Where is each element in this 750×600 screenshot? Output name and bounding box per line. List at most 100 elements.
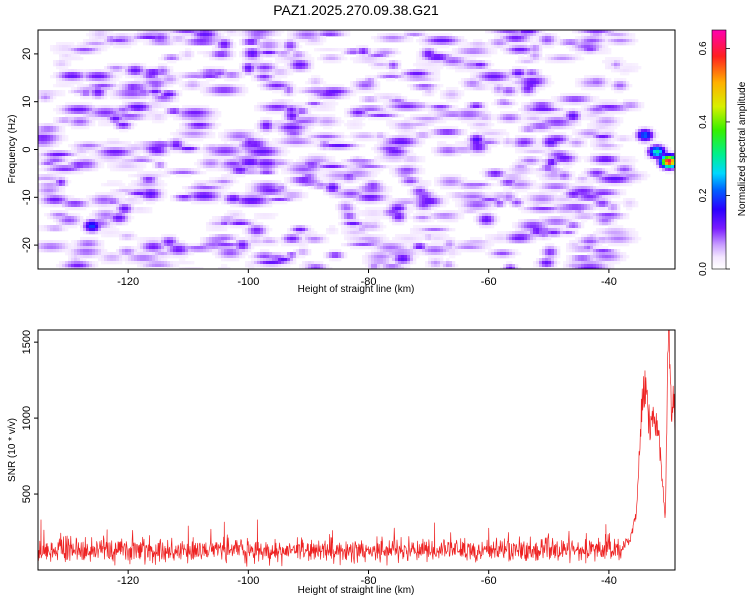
spectrogram-cell [146,153,150,157]
spectrogram-cell [128,246,132,250]
spectrogram-cell [245,165,249,169]
spectrogram-cell [137,189,141,193]
spectrogram-cell [164,66,168,70]
spectrogram-cell [242,201,246,205]
spectrogram-cell [128,39,132,43]
spectrogram-cell [173,30,177,34]
spectrogram-cell [263,102,267,106]
spectrogram-cell [38,141,42,145]
spectrogram-cell [275,237,279,241]
spectrogram-cell [218,234,222,238]
spectrogram-cell [188,51,192,55]
spectrogram-cell [185,255,189,259]
spectrogram-cell [224,213,228,217]
spectrogram-cell [89,36,93,40]
spectrogram-cell [53,141,57,145]
spectrogram-cell [245,222,249,226]
spectrogram-cell [155,66,159,70]
spectrogram-cell [92,48,96,52]
spectrogram-cell [71,81,75,85]
spectrogram-cell [155,144,159,148]
spectrogram-cell [47,153,51,157]
spectrogram-cell [107,45,111,49]
spectrogram-cell [254,213,258,217]
spectrogram-cell [260,180,264,184]
spectrogram-cell [80,114,84,118]
spectrogram-cell [56,78,60,82]
spectrogram-cell [224,243,228,247]
spectrogram-cell [254,147,258,151]
spectrogram-cell [317,132,321,136]
spectrogram-cell [56,183,60,187]
spectrogram-cell [191,39,195,43]
spectrogram-cell [314,168,318,172]
spectrogram-cell [269,183,273,187]
spectrogram-cell [44,144,48,148]
spectrogram-cell [41,123,45,127]
spectrogram-cell [71,225,75,229]
spectrogram-cell [308,117,312,121]
spectrogram-cell [215,87,219,91]
spectrogram-cell [56,51,60,55]
spectrogram-cell [113,198,117,202]
spectrogram-cell [101,141,105,145]
spectrogram-cell [77,42,81,46]
spectrogram-cell [272,153,276,157]
spectrogram-cell [239,138,243,142]
spectrogram-cell [239,204,243,208]
spectrogram-cell [296,54,300,58]
spectrogram-cell [113,141,117,145]
spectrogram-cell [248,138,252,142]
spectrogram-cell [131,90,135,94]
spectrogram-cell [119,213,123,217]
spectrogram-cell [119,126,123,130]
spectrogram-cell [200,108,204,112]
spectrogram-cell [56,225,60,229]
spectrogram-cell [209,57,213,61]
spectrogram-cell [248,30,252,34]
spectrogram-cell [311,174,315,178]
spectrogram-cell [107,231,111,235]
spectrogram-cell [119,231,123,235]
spectrogram-cell [77,51,81,55]
spectrogram-cell [140,255,144,259]
spectrogram-cell [230,69,234,73]
spectrogram-cell [173,108,177,112]
spectrogram-cell [62,267,66,269]
spectrogram-cell [116,249,120,253]
spectrogram-cell [176,195,180,199]
spectrogram-cell [83,237,87,241]
spectrogram-cell [134,72,138,76]
spectrogram-cell [260,75,264,79]
spectrogram-cell [125,153,129,157]
spectrogram-cell [98,87,102,91]
spectrogram-cell [101,30,105,34]
spectrogram-cell [221,240,225,244]
spectrogram-cell [119,123,123,127]
spectrogram-cell [209,42,213,46]
spectrogram-cell [98,210,102,214]
spectrogram-cell [62,249,66,253]
spectrogram-cell [158,63,162,67]
spectrogram-cell [236,72,240,76]
spectrogram-cell [116,219,120,223]
spectrogram-cell [131,186,135,190]
spectrogram-cell [287,84,291,88]
spectrogram-cell [89,93,93,97]
spectrogram-cell [95,69,99,73]
spectrogram-cell [53,177,57,181]
spectrogram-cell [176,93,180,97]
spectrogram-cell [152,93,156,97]
spectrogram-cell [218,36,222,40]
spectrogram-cell [50,201,54,205]
spectrogram-cell [161,243,165,247]
spectrogram-cell [281,183,285,187]
spectrogram-cell [263,42,267,46]
spectrogram-cell [293,144,297,148]
spectrogram-cell [275,156,279,160]
spectrogram-cell [134,234,138,238]
spectrogram-cell [122,114,126,118]
spectrogram-cell [275,261,279,265]
spectrogram-cell [191,81,195,85]
spectrogram-cell [116,210,120,214]
